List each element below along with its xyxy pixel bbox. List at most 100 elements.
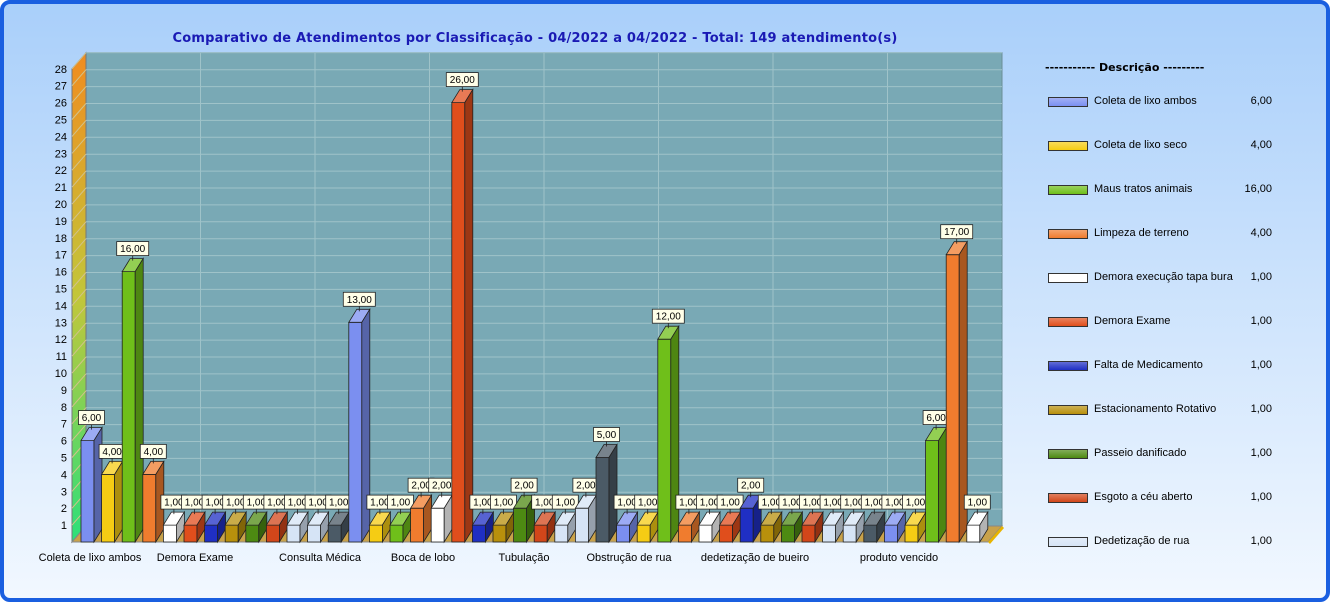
gridline-wall bbox=[71, 221, 87, 239]
bar-side bbox=[134, 257, 144, 544]
data-label: 1,00 bbox=[329, 498, 349, 509]
legend-value: 1,00 bbox=[1250, 271, 1272, 283]
y-tick-label: 1 bbox=[61, 520, 67, 532]
y-tick-label: 14 bbox=[55, 300, 67, 312]
bar bbox=[739, 507, 754, 543]
data-label: 5,00 bbox=[597, 430, 617, 441]
data-label: 1,00 bbox=[906, 498, 926, 509]
legend-value: 4,00 bbox=[1250, 227, 1272, 239]
data-label: 1,00 bbox=[803, 498, 823, 509]
data-label: 12,00 bbox=[656, 312, 681, 323]
bar bbox=[307, 524, 322, 543]
data-label: 13,00 bbox=[347, 295, 372, 306]
y-tick-label: 12 bbox=[55, 334, 67, 346]
data-label: 1,00 bbox=[535, 498, 555, 509]
legend-value: 6,00 bbox=[1250, 95, 1272, 107]
bar bbox=[183, 524, 198, 543]
gridline-wall bbox=[71, 187, 87, 205]
bar bbox=[245, 524, 260, 543]
bar bbox=[719, 524, 733, 543]
data-label: 17,00 bbox=[944, 227, 969, 238]
bar bbox=[101, 473, 115, 543]
bar bbox=[410, 507, 425, 543]
legend-item: Limpeza de terreno 4,00 bbox=[1048, 227, 1278, 241]
legend-label: Falta de Medicamento bbox=[1094, 359, 1203, 371]
data-label: 6,00 bbox=[82, 413, 102, 424]
data-label: 1,00 bbox=[638, 498, 658, 509]
y-tick-label: 24 bbox=[55, 131, 67, 143]
y-tick-label: 11 bbox=[56, 351, 67, 363]
bar bbox=[451, 102, 466, 543]
y-tick-label: 8 bbox=[61, 402, 67, 414]
data-label: 2,00 bbox=[432, 481, 452, 492]
data-label: 6,00 bbox=[926, 413, 946, 424]
bar bbox=[595, 457, 610, 543]
legend-swatch bbox=[1048, 141, 1088, 151]
bar bbox=[904, 524, 919, 543]
bar bbox=[945, 254, 960, 543]
legend-value: 1,00 bbox=[1250, 315, 1272, 327]
data-label: 2,00 bbox=[741, 481, 761, 492]
gridline-wall bbox=[71, 289, 87, 306]
data-label: 1,00 bbox=[720, 498, 740, 509]
y-tick-label: 19 bbox=[55, 216, 67, 228]
data-label: 1,00 bbox=[226, 498, 246, 509]
bar bbox=[884, 524, 898, 543]
y-tick-label: 7 bbox=[61, 419, 67, 431]
bar bbox=[142, 473, 157, 543]
bar bbox=[533, 524, 548, 543]
legend-label: Limpeza de terreno bbox=[1094, 227, 1189, 239]
data-label: 1,00 bbox=[391, 498, 411, 509]
gridline-wall bbox=[71, 204, 87, 222]
legend-swatch bbox=[1048, 405, 1088, 415]
data-label: 1,00 bbox=[865, 498, 885, 509]
y-tick-label: 15 bbox=[55, 284, 67, 296]
x-category-label: Obstrução de rua bbox=[587, 552, 673, 564]
bar bbox=[822, 524, 836, 543]
bar bbox=[678, 524, 692, 543]
gridline-wall bbox=[71, 356, 87, 374]
bar bbox=[204, 524, 219, 543]
bar bbox=[760, 524, 775, 543]
legend-swatch bbox=[1048, 361, 1088, 371]
legend-item: Demora execução tapa bura 1,00 bbox=[1048, 271, 1278, 285]
y-tick-label: 4 bbox=[61, 469, 67, 481]
legend-value: 1,00 bbox=[1250, 447, 1272, 459]
legend-title: ----------- Descrição --------- bbox=[1045, 61, 1205, 74]
y-tick-label: 16 bbox=[55, 267, 67, 279]
gridline-wall bbox=[71, 120, 87, 137]
legend-swatch bbox=[1048, 317, 1088, 327]
bar-side bbox=[464, 88, 474, 544]
gridline-wall bbox=[71, 238, 87, 256]
legend-value: 4,00 bbox=[1250, 139, 1272, 151]
bar-side bbox=[938, 426, 947, 544]
legend-value: 1,00 bbox=[1250, 491, 1272, 503]
data-label: 1,00 bbox=[288, 498, 308, 509]
bar bbox=[925, 440, 939, 543]
bar-side bbox=[114, 459, 123, 544]
legend-swatch bbox=[1048, 185, 1088, 195]
gridline-wall bbox=[71, 52, 87, 70]
legend-swatch bbox=[1048, 449, 1088, 459]
bar bbox=[492, 524, 507, 543]
legend-label: Dedetização de rua bbox=[1094, 535, 1190, 547]
bar bbox=[286, 524, 301, 543]
bar-side bbox=[979, 510, 989, 544]
bar bbox=[842, 524, 857, 543]
gridline-wall bbox=[71, 86, 87, 103]
legend-item: Coleta de lixo seco 4,00 bbox=[1048, 139, 1278, 153]
legend-item: Estacionamento Rotativo 1,00 bbox=[1048, 403, 1278, 417]
legend-swatch bbox=[1048, 493, 1088, 503]
y-tick-label: 3 bbox=[61, 486, 67, 498]
y-tick-label: 21 bbox=[55, 182, 67, 194]
legend-swatch bbox=[1048, 537, 1088, 547]
x-category-label: Demora Exame bbox=[157, 552, 233, 564]
data-label: 1,00 bbox=[700, 498, 720, 509]
bar bbox=[368, 524, 383, 543]
bar-side bbox=[608, 443, 618, 544]
data-label: 1,00 bbox=[185, 498, 205, 509]
bar bbox=[966, 524, 981, 543]
gridline-wall bbox=[71, 424, 87, 441]
